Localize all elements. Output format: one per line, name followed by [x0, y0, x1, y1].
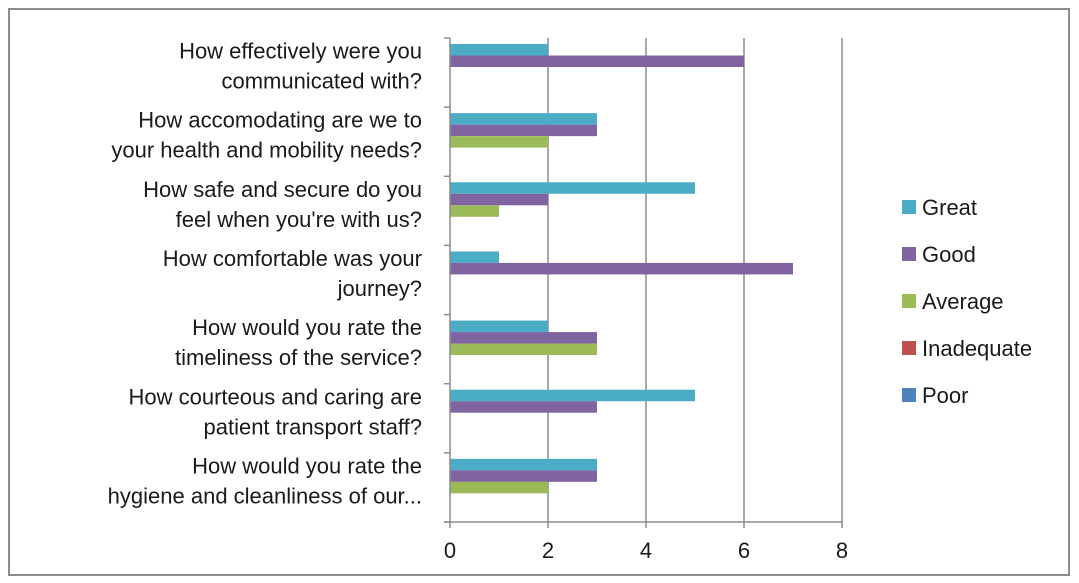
- bar-average-4: [450, 343, 597, 356]
- gridlines: [547, 38, 843, 522]
- x-tick-label: 2: [542, 538, 554, 563]
- axes: [444, 37, 843, 528]
- bar-great-5: [450, 389, 695, 402]
- x-tick-label: 0: [444, 538, 456, 563]
- category-label-line: How accomodating are we to: [138, 108, 422, 133]
- category-label-line: How would you rate the: [192, 315, 422, 340]
- category-label-line: timeliness of the service?: [175, 345, 422, 370]
- legend-label-poor: Poor: [922, 383, 968, 408]
- bars: [450, 44, 793, 494]
- bar-great-2: [450, 182, 695, 194]
- legend-label-great: Great: [922, 195, 977, 220]
- category-label-line: How comfortable was your: [163, 246, 422, 271]
- category-label-line: patient transport staff?: [203, 414, 422, 439]
- legend-label-inadequate: Inadequate: [922, 336, 1032, 361]
- x-tick-label: 6: [738, 538, 750, 563]
- x-tick-labels: 0 2 4 6 8: [444, 538, 848, 563]
- bar-good-5: [450, 401, 597, 413]
- bar-great-4: [450, 320, 548, 333]
- legend-swatch-good: [902, 247, 916, 261]
- bar-average-6: [450, 481, 548, 494]
- bar-great-6: [450, 458, 597, 471]
- category-labels: How effectively were you communicated wit…: [108, 39, 422, 509]
- legend-label-good: Good: [922, 242, 976, 267]
- category-label: How would you rate the timeliness of the …: [175, 315, 422, 370]
- legend-swatch-poor: [902, 388, 916, 402]
- category-label-line: How effectively were you: [179, 39, 422, 64]
- bar-good-3: [450, 262, 793, 275]
- legend-label-average: Average: [922, 289, 1004, 314]
- x-tick-label: 8: [836, 538, 848, 563]
- category-label: How courteous and caring are patient tran…: [129, 384, 423, 439]
- bar-average-2: [450, 205, 499, 217]
- category-label: How comfortable was your journey?: [163, 246, 422, 301]
- category-label-line: How safe and secure do you: [143, 177, 422, 202]
- category-label: How would you rate the hygiene and cleanl…: [108, 453, 422, 508]
- bar-average-1: [450, 136, 548, 148]
- category-label-line: your health and mobility needs?: [111, 138, 422, 163]
- bar-good-1: [450, 124, 597, 137]
- category-label-line: communicated with?: [221, 69, 422, 94]
- legend: Great Good Average Inadequate Poor: [902, 195, 1032, 408]
- category-label: How safe and secure do you feel when you'…: [143, 177, 422, 232]
- category-label-line: feel when you're with us?: [176, 207, 422, 232]
- bar-good-2: [450, 193, 548, 206]
- bar-good-0: [450, 55, 744, 67]
- category-label-line: journey?: [337, 276, 422, 301]
- bar-great-3: [450, 251, 499, 263]
- x-tick-label: 4: [640, 538, 652, 563]
- legend-swatch-great: [902, 200, 916, 214]
- category-label: How accomodating are we to your health an…: [111, 108, 422, 163]
- bar-great-0: [450, 44, 548, 56]
- bar-good-6: [450, 470, 597, 482]
- category-label: How effectively were you communicated wit…: [179, 39, 422, 94]
- bar-good-4: [450, 332, 597, 344]
- category-label-line: How courteous and caring are: [129, 384, 423, 409]
- category-label-line: How would you rate the: [192, 453, 422, 478]
- legend-swatch-average: [902, 294, 916, 308]
- legend-swatch-inadequate: [902, 341, 916, 355]
- bar-great-1: [450, 113, 597, 125]
- category-label-line: hygiene and cleanliness of our...: [108, 483, 422, 508]
